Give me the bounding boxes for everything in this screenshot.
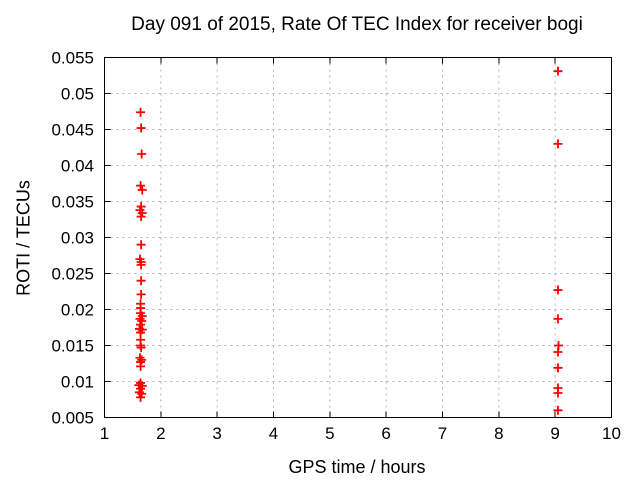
y-tick-label: 0.045 bbox=[51, 121, 94, 140]
plot-border bbox=[104, 57, 612, 418]
plus-marker bbox=[553, 66, 563, 76]
y-tick-label: 0.04 bbox=[61, 157, 94, 176]
plus-marker bbox=[136, 289, 146, 299]
plus-marker bbox=[136, 181, 146, 191]
x-axis-label: GPS time / hours bbox=[288, 457, 426, 477]
plus-marker bbox=[553, 285, 563, 295]
x-tick-labels: 1 2 3 4 5 6 7 8 9 10 bbox=[100, 424, 621, 443]
plus-marker bbox=[137, 149, 147, 159]
x-tick-label: 6 bbox=[381, 424, 390, 443]
plus-marker bbox=[553, 139, 563, 149]
y-axis-label: ROTI / TECUs bbox=[13, 180, 34, 296]
data-points bbox=[134, 66, 564, 415]
plus-marker bbox=[553, 388, 563, 398]
plus-marker bbox=[553, 347, 563, 357]
x-tick-label: 3 bbox=[212, 424, 221, 443]
plus-marker bbox=[136, 320, 146, 330]
y-tick-label: 0.01 bbox=[61, 373, 94, 392]
y-tick-label: 0.035 bbox=[51, 193, 94, 212]
y-tick-label: 0.005 bbox=[51, 409, 94, 428]
plus-marker bbox=[136, 361, 146, 371]
x-tick-label: 7 bbox=[438, 424, 447, 443]
plus-marker bbox=[136, 212, 146, 222]
x-tick-label: 10 bbox=[602, 424, 621, 443]
plus-marker bbox=[137, 185, 147, 195]
y-tick-label: 0.055 bbox=[51, 49, 94, 68]
plus-marker bbox=[137, 355, 147, 365]
x-tick-label: 9 bbox=[550, 424, 559, 443]
x-tick-label: 8 bbox=[494, 424, 503, 443]
plus-marker bbox=[136, 276, 146, 286]
plus-marker bbox=[136, 343, 146, 353]
y-tick-label: 0.02 bbox=[61, 301, 94, 320]
plus-marker bbox=[136, 123, 146, 133]
y-tick-label: 0.03 bbox=[61, 229, 94, 248]
y-tick-label: 0.025 bbox=[51, 265, 94, 284]
plus-marker bbox=[136, 107, 146, 117]
chart-title: Day 091 of 2015, Rate Of TEC Index for r… bbox=[131, 14, 583, 35]
y-tick-labels: 0.005 0.01 0.015 0.02 0.025 0.03 0.035 0.04 0.04… bbox=[51, 49, 94, 428]
x-tick-label: 4 bbox=[269, 424, 278, 443]
plus-marker bbox=[553, 363, 563, 373]
plus-marker bbox=[136, 240, 146, 250]
y-tick-label: 0.015 bbox=[51, 337, 94, 356]
plus-marker bbox=[136, 392, 146, 402]
x-tick-label: 2 bbox=[156, 424, 165, 443]
x-tick-label: 1 bbox=[100, 424, 109, 443]
x-tick-label: 5 bbox=[325, 424, 334, 443]
plus-marker bbox=[136, 260, 146, 270]
y-tick-label: 0.05 bbox=[61, 85, 94, 104]
plus-marker bbox=[553, 314, 563, 324]
gridlines bbox=[104, 57, 612, 418]
plus-marker bbox=[553, 405, 563, 415]
